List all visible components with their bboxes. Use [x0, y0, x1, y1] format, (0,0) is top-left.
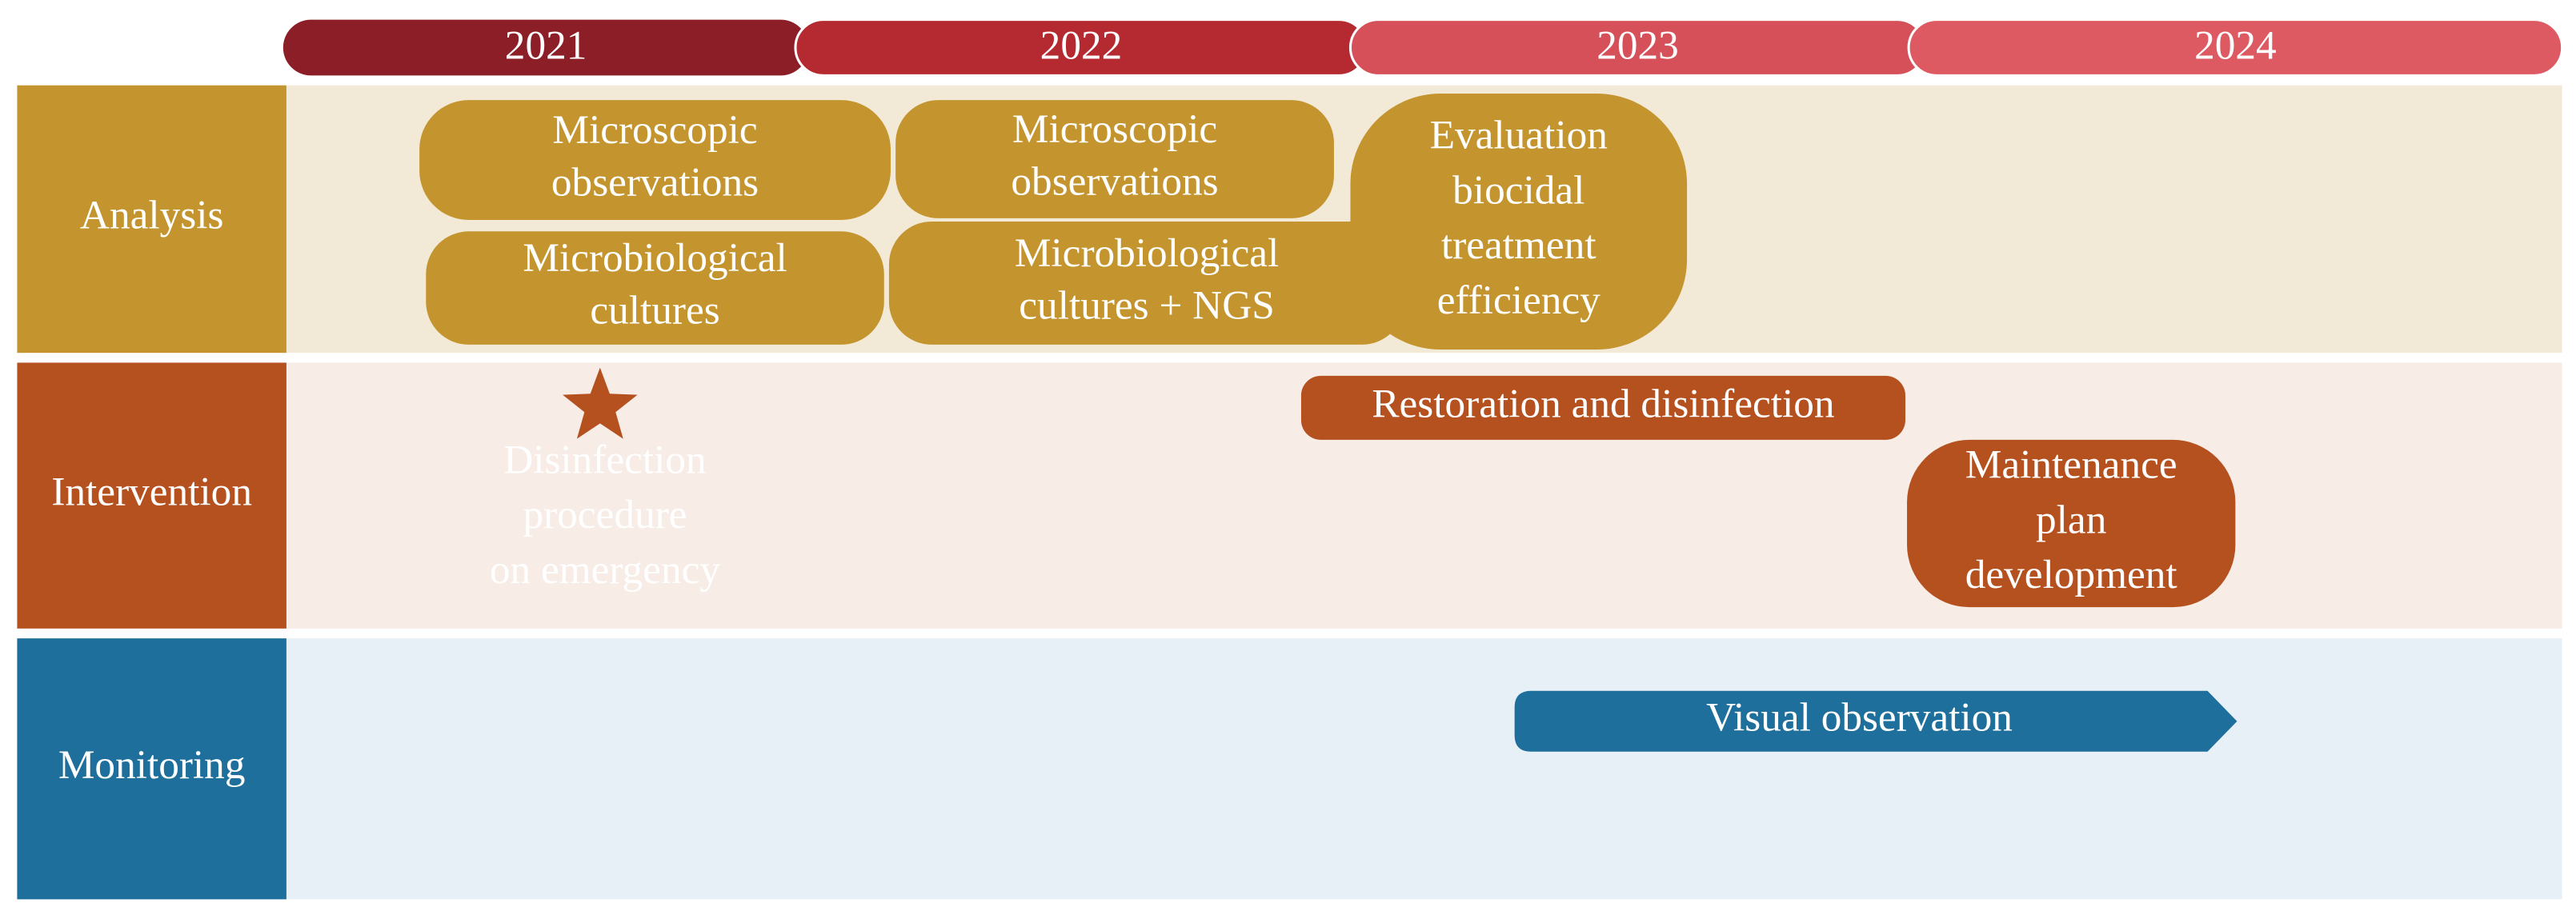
item-box: [419, 100, 891, 220]
year-segment: [282, 19, 809, 76]
item-label: Maintenance: [1965, 442, 2177, 488]
row-label: Analysis: [80, 193, 223, 238]
item-label: observations: [551, 160, 759, 206]
year-label: 2023: [1596, 22, 1679, 68]
item-box: [426, 231, 884, 345]
row-header: [17, 638, 286, 900]
year-segment: [1907, 18, 2564, 77]
year-label: 2022: [1040, 22, 1123, 68]
item-box: [1907, 439, 2236, 608]
item-label: observations: [1011, 159, 1218, 205]
item-label: Microscopic: [552, 107, 757, 153]
item-label: procedure: [523, 492, 687, 537]
item-label: Restoration and disinfection: [1372, 382, 1834, 427]
year-label: 2021: [505, 22, 587, 68]
item-label: Microbiological: [523, 235, 787, 281]
item-label: development: [1965, 552, 2177, 597]
item-box: [1300, 375, 1905, 440]
item-box: [895, 100, 1334, 218]
item-label: Microbiological: [1015, 230, 1279, 276]
row-label: Intervention: [51, 469, 252, 514]
item-label: Disinfection: [503, 437, 707, 482]
item-box: [888, 221, 1405, 345]
item-label: Evaluation: [1430, 113, 1608, 158]
arrow-box: [1514, 690, 2237, 752]
row-header: [17, 85, 286, 354]
item-label: cultures + NGS: [1019, 283, 1274, 329]
item-label: on emergency: [490, 547, 720, 593]
item-label: biocidal: [1452, 167, 1584, 213]
item-label: Visual observation: [1706, 695, 2013, 741]
star-icon: [563, 367, 638, 439]
item-label: plan: [2036, 497, 2106, 542]
item-label: efficiency: [1437, 278, 1600, 323]
row-label: Monitoring: [58, 742, 246, 788]
item-label: treatment: [1441, 222, 1596, 268]
year-label: 2024: [2194, 22, 2277, 68]
item-box: [1350, 93, 1688, 350]
row-header: [17, 362, 286, 629]
row-background: [286, 638, 2562, 900]
item-label: cultures: [590, 288, 719, 334]
item-label: Microscopic: [1012, 106, 1217, 152]
